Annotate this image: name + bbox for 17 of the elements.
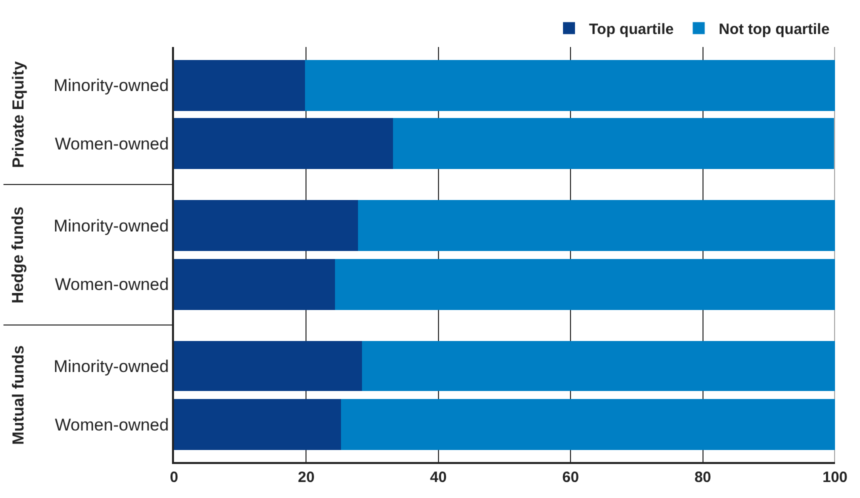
x-tick-label: 0 xyxy=(170,468,178,486)
y-tick-label: Women-owned xyxy=(54,275,169,294)
y-tick-label: Minority-owned xyxy=(54,356,169,376)
text: Private Equity xyxy=(10,61,28,168)
text: Hedge funds xyxy=(10,206,27,304)
x-tick-label: 80 xyxy=(694,468,712,486)
legend-label: Not top quartile xyxy=(718,21,830,38)
y-tick-label: Minority-owned xyxy=(54,216,169,236)
x-tick-label: 100 xyxy=(822,468,848,486)
x-tick-label: 40 xyxy=(430,468,447,486)
text: Mutual funds xyxy=(10,345,28,445)
y-tick-label: Women-owned xyxy=(54,415,169,434)
legend-label: Top quartile xyxy=(589,21,674,38)
x-tick-label: 20 xyxy=(298,468,315,486)
x-tick-label: 60 xyxy=(562,468,579,486)
y-tick-label: Women-owned xyxy=(54,134,169,154)
y-tick-label: Minority-owned xyxy=(54,76,169,95)
